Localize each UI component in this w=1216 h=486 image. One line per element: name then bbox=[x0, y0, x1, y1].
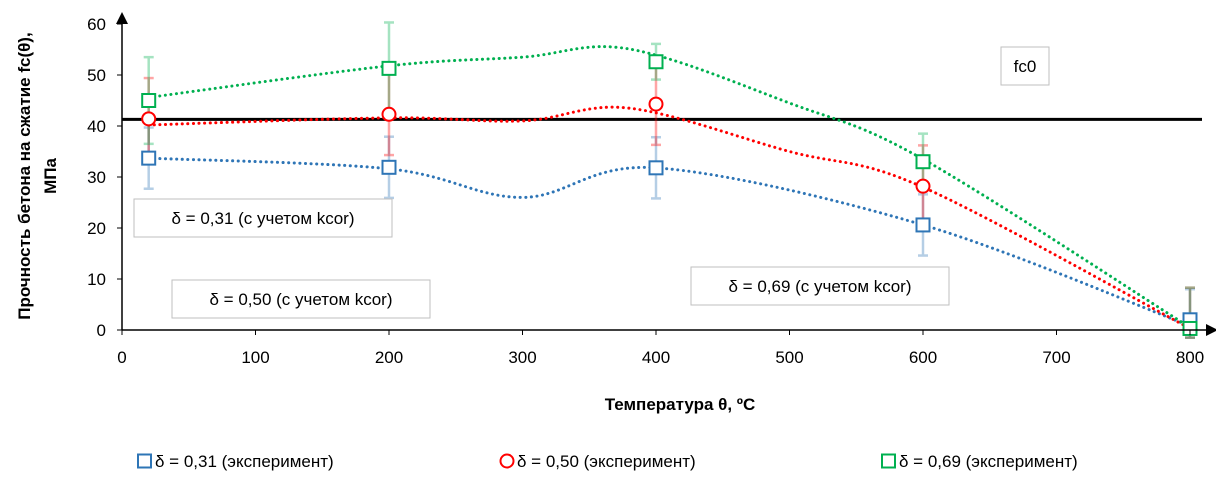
x-tick-label: 400 bbox=[642, 348, 670, 367]
data-point bbox=[141, 150, 157, 166]
delta-031-trend-label-box bbox=[133, 198, 393, 238]
y-tick-label: 20 bbox=[87, 219, 106, 238]
x-axis-title: Температура θ, ºС bbox=[605, 395, 756, 414]
annotations: fc0 δ = 0,31 (с учетом kcor) δ = 0,50 (с у… bbox=[133, 46, 1050, 319]
legend-marker bbox=[137, 453, 152, 469]
y-tick-label: 40 bbox=[87, 117, 106, 136]
y-tick-label: 60 bbox=[87, 15, 106, 34]
delta-050-trend-label: δ = 0,50 (с учетом kcor) bbox=[209, 290, 392, 309]
data-point bbox=[915, 178, 931, 194]
x-tick-label: 800 bbox=[1176, 348, 1204, 367]
data-point bbox=[915, 154, 931, 170]
y-axis-arrow bbox=[116, 12, 128, 24]
y-axis-title: Прочность бетона на сжатие fc(θ), МПа bbox=[15, 32, 60, 319]
x-tick-label: 300 bbox=[508, 348, 536, 367]
data-point bbox=[648, 160, 664, 176]
delta-031-trend-label: δ = 0,31 (с учетом kcor) bbox=[171, 209, 354, 228]
delta-069-trend-label: δ = 0,69 (с учетом kcor) bbox=[728, 277, 911, 296]
y-tick-label: 10 bbox=[87, 270, 106, 289]
delta-069-trend-label-box bbox=[690, 266, 950, 306]
y-tick-label: 50 bbox=[87, 66, 106, 85]
y-tick-label: 0 bbox=[97, 321, 106, 340]
y-axis-title-line-2: МПа bbox=[41, 158, 60, 194]
legend-entry: δ = 0,50 (эксперимент) bbox=[517, 452, 696, 471]
legend-marker bbox=[499, 453, 515, 469]
y-axis-title-line-1: Прочность бетона на сжатие fc(θ), bbox=[15, 32, 34, 319]
x-tick-label: 0 bbox=[117, 348, 126, 367]
data-point bbox=[648, 96, 664, 112]
data-point bbox=[381, 159, 397, 175]
x-tick-label: 500 bbox=[775, 348, 803, 367]
x-axis-arrow bbox=[1206, 324, 1216, 336]
trend-line bbox=[147, 45, 1192, 329]
axes: 0 100 200 300 400 500 600 700 800 0 10 20 30 40 50 60 bbox=[87, 12, 1216, 367]
plot-area bbox=[122, 21, 1202, 339]
delta-050-trend-label-box bbox=[171, 279, 431, 319]
fc0-label: fc0 bbox=[1014, 57, 1037, 76]
data-point bbox=[381, 106, 397, 122]
data-point bbox=[915, 217, 931, 233]
trend-line bbox=[147, 105, 1192, 330]
x-tick-label: 600 bbox=[909, 348, 937, 367]
trend-line bbox=[147, 156, 1192, 328]
legend: δ = 0,31 (эксперимент) δ = 0,50 (эксперим… bbox=[137, 452, 1078, 471]
x-tick-label: 100 bbox=[241, 348, 269, 367]
data-point bbox=[381, 60, 397, 76]
data-point bbox=[141, 111, 157, 127]
legend-entry: δ = 0,31 (эксперимент) bbox=[155, 452, 334, 471]
y-tick-label: 30 bbox=[87, 168, 106, 187]
x-tick-label: 700 bbox=[1042, 348, 1070, 367]
data-point bbox=[141, 93, 157, 108]
legend-entry: δ = 0,69 (эксперимент) bbox=[899, 452, 1078, 471]
data-point bbox=[648, 54, 664, 70]
legend-marker bbox=[881, 453, 896, 469]
x-tick-label: 200 bbox=[375, 348, 403, 367]
fc0-label-box bbox=[1000, 46, 1050, 86]
